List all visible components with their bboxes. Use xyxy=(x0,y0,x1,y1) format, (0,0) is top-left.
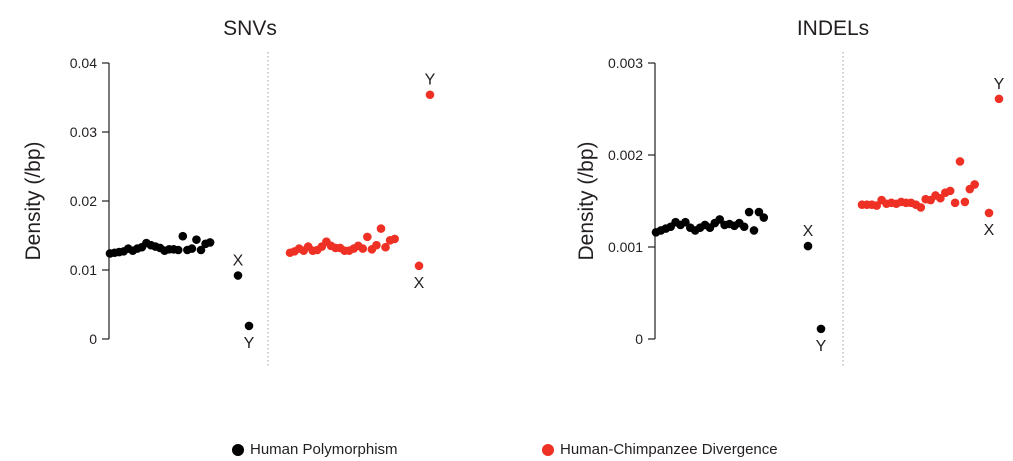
autosome-point xyxy=(681,217,690,227)
legend: Human Polymorphism Human-Chimpanzee Dive… xyxy=(0,441,1013,461)
chrX-point xyxy=(414,261,424,271)
y-axis-label: Density (/bp) xyxy=(22,141,45,260)
chart-title: INDELs xyxy=(797,17,869,40)
point-label-polymorphism-y: Y xyxy=(816,338,827,355)
legend-marker-polymorphism xyxy=(232,443,244,456)
point-label-divergence-y: Y xyxy=(425,72,436,89)
autosome-point xyxy=(749,226,759,235)
point-label-polymorphism-x: X xyxy=(803,223,814,240)
autosome-point xyxy=(173,245,183,255)
chart-indels: INDELs Density (/bp) 0 0.001 0.002 0.003 X Y X Y xyxy=(575,17,1005,368)
chrX-point xyxy=(233,271,243,280)
y-tick-label: 0.01 xyxy=(70,262,97,278)
y-tick-label: 0.002 xyxy=(608,147,643,163)
autosome-point xyxy=(205,238,215,247)
y-tick-label: 0.03 xyxy=(70,124,97,140)
series-divergence xyxy=(285,90,435,271)
autosome-point xyxy=(381,242,390,252)
autosome-point xyxy=(960,197,970,207)
y-axis-label: Density (/bp) xyxy=(575,141,598,260)
autosome-point xyxy=(390,234,399,244)
chrY-point xyxy=(994,94,1004,104)
autosome-point xyxy=(970,180,979,189)
autosome-point xyxy=(372,240,381,250)
point-label-polymorphism-y: Y xyxy=(244,335,255,352)
chrY-point xyxy=(816,324,826,334)
legend-marker-divergence xyxy=(542,443,554,456)
y-tick-label: 0 xyxy=(635,331,643,347)
autosome-point xyxy=(376,224,386,233)
chart-snvs: SNVs Density (/bp) 0 0.01 0.02 0.03 0.04 X Y X Y xyxy=(22,17,436,368)
autosome-point xyxy=(739,222,749,232)
point-label-divergence-x: X xyxy=(414,275,425,292)
y-tick-label: 0.001 xyxy=(608,239,643,255)
y-tick-label: 0 xyxy=(89,331,97,347)
series-polymorphism xyxy=(105,231,254,331)
autosome-point xyxy=(196,245,206,255)
autosome-point xyxy=(178,231,188,241)
chart-title: SNVs xyxy=(223,17,277,40)
chrX-point xyxy=(803,241,813,251)
y-tick-label: 0.003 xyxy=(608,55,643,71)
autosome-point xyxy=(715,215,724,224)
y-tick-label: 0.04 xyxy=(70,55,97,71)
legend-label-polymorphism: Human Polymorphism xyxy=(250,441,398,458)
autosome-point xyxy=(363,232,372,242)
point-label-divergence-x: X xyxy=(984,222,995,239)
autosome-point xyxy=(358,244,368,253)
point-label-polymorphism-x: X xyxy=(233,253,244,270)
y-tick-label: 0.02 xyxy=(70,193,97,209)
autosome-point xyxy=(872,201,881,210)
series-polymorphism xyxy=(651,207,826,334)
chrY-point xyxy=(244,321,254,331)
chrY-point xyxy=(425,90,435,100)
legend-item-divergence: Human-Chimpanzee Divergence xyxy=(542,441,778,458)
legend-label-divergence: Human-Chimpanzee Divergence xyxy=(560,441,778,458)
autosome-point xyxy=(916,203,926,212)
autosome-point xyxy=(936,193,945,203)
autosome-point xyxy=(955,157,965,166)
autosome-point xyxy=(759,213,769,222)
series-divergence xyxy=(857,94,1004,218)
legend-item-polymorphism: Human Polymorphism xyxy=(232,441,398,458)
autosome-point xyxy=(187,244,197,253)
chrX-point xyxy=(984,208,994,218)
autosome-point xyxy=(950,198,960,208)
autosome-point xyxy=(754,207,764,217)
autosome-point xyxy=(945,186,955,196)
point-label-divergence-y: Y xyxy=(994,76,1005,93)
autosome-point xyxy=(192,235,201,244)
autosome-point xyxy=(744,207,754,217)
